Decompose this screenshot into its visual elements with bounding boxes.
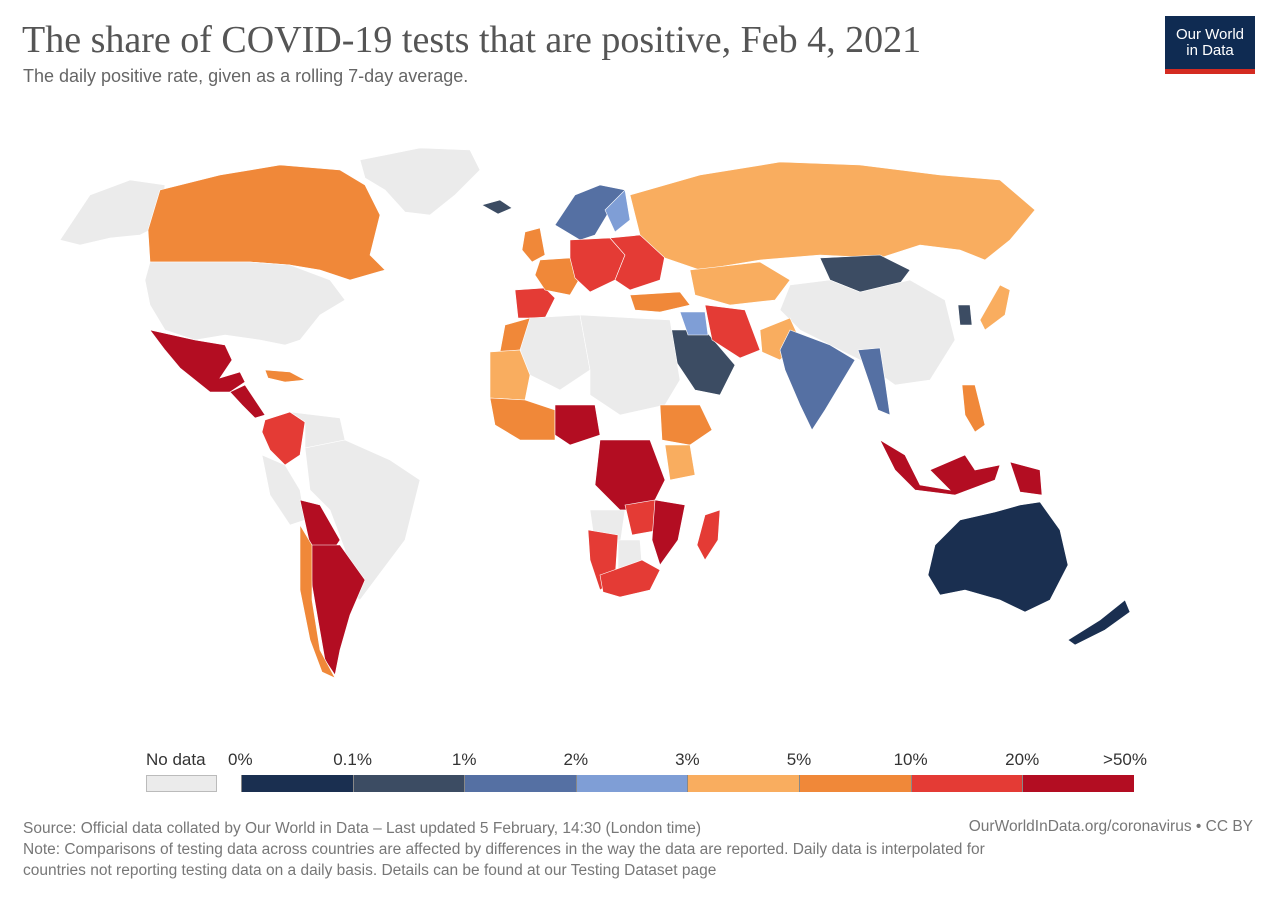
legend-no-data-label: No data [146,750,206,769]
region-turkey[interactable] [629,291,691,313]
region-south-africa[interactable] [599,559,661,598]
footer-note-line-1: Note: Comparisons of testing data across… [23,841,985,858]
region-north-africa[interactable] [579,314,681,416]
region-iran[interactable] [704,304,761,359]
region-uk[interactable] [521,227,546,263]
legend-bin-1[interactable] [352,775,465,792]
region-greenland[interactable] [359,147,481,216]
region-mozambique[interactable] [651,499,686,566]
region-korea[interactable] [957,304,973,326]
color-legend: No data 0% 0.1% 1% 2% 3% 5% 10% 20% >50% [0,740,1280,800]
legend-tick-label: 5% [786,750,812,769]
region-peru[interactable] [261,454,306,526]
logo-line-2: in Data [1186,41,1234,59]
legend-bin-2[interactable] [464,775,576,792]
region-india[interactable] [779,329,856,431]
legend-bin-0[interactable] [241,775,353,792]
region-chile[interactable] [299,523,336,679]
region-papua[interactable] [1009,461,1043,496]
region-indonesia[interactable] [879,439,1001,496]
footer-notes: Source: Official data collated by Our Wo… [23,818,985,881]
owid-logo[interactable]: Our World in Data [1165,16,1255,74]
legend-tick-label: 20% [1005,750,1040,769]
world-map[interactable] [0,100,1280,740]
legend-tick-label: >50% [1103,750,1147,769]
legend-bin-5[interactable] [799,775,911,792]
legend-tick-label: 1% [451,750,477,769]
legend-bin-6[interactable] [910,775,1023,792]
footer-url[interactable]: OurWorldInData.org/coronavirus • CC BY [968,818,1253,835]
region-kazakhstan[interactable] [689,261,791,306]
region-iraq[interactable] [679,311,709,336]
region-algeria[interactable] [519,314,591,391]
region-nigeria[interactable] [554,404,601,446]
region-kenya[interactable] [664,444,696,481]
legend-bin-4[interactable] [687,775,799,792]
legend-tick-label: 0.1% [333,750,372,769]
region-cuba[interactable] [264,369,307,383]
region-japan[interactable] [979,284,1011,331]
region-spain[interactable] [514,287,556,319]
logo-line-1: Our World [1175,25,1245,43]
region-drc[interactable] [594,439,666,511]
region-myanmar[interactable] [857,347,891,416]
region-ethiopia[interactable] [659,404,713,446]
region-colombia[interactable] [261,411,306,466]
region-iceland[interactable] [481,199,513,215]
legend-tick-label: 2% [563,750,589,769]
region-mauritania[interactable] [489,349,531,401]
region-madagascar[interactable] [696,509,721,561]
legend-tick-label: 0% [228,750,253,769]
chart-title: The share of COVID-19 tests that are pos… [22,19,922,61]
region-argentina[interactable] [309,544,366,676]
region-philippines[interactable] [961,384,986,433]
legend-no-data-swatch[interactable] [146,775,217,792]
region-usa[interactable] [144,261,346,346]
region-brazil[interactable] [304,439,421,601]
legend-tick-label: 3% [675,750,700,769]
region-finland[interactable] [604,189,631,233]
region-west-africa[interactable] [489,397,556,441]
region-central-america[interactable] [229,384,266,419]
region-russia[interactable] [629,161,1036,271]
region-new-zealand[interactable] [1067,599,1131,646]
legend-bin-3[interactable] [575,775,688,792]
legend-tick-label: 10% [893,750,928,769]
legend-bin-7[interactable] [1022,775,1134,792]
region-mexico[interactable] [149,329,246,393]
footer-source[interactable]: Source: Official data collated by Our Wo… [23,820,702,837]
region-china[interactable] [779,279,956,386]
footer-note-line-2[interactable]: countries not reporting testing data on … [23,862,717,879]
region-australia[interactable] [927,501,1069,613]
chart-subtitle: The daily positive rate, given as a roll… [23,66,469,86]
